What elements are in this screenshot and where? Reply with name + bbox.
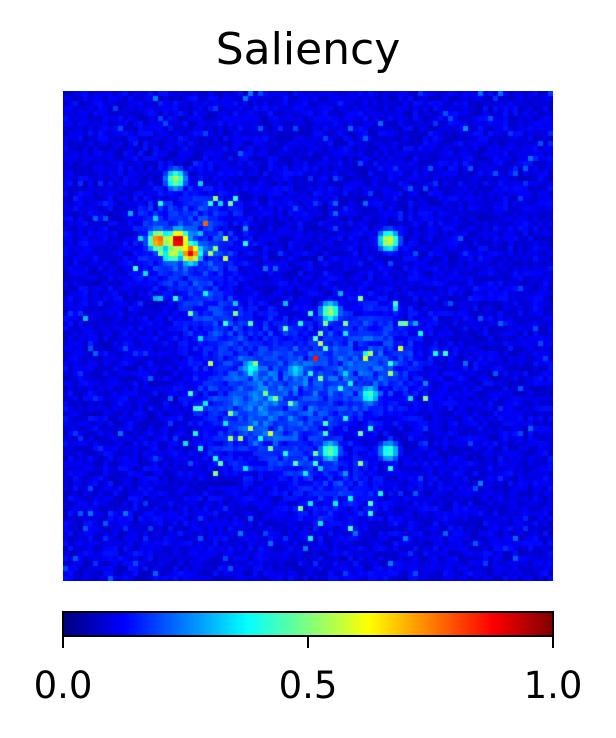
chart-title: Saliency xyxy=(215,24,401,75)
colorbar-ticks: 0.0 0.5 1.0 xyxy=(34,636,583,707)
saliency-heatmap xyxy=(63,91,553,581)
colorbar-gradient xyxy=(62,611,554,637)
colorbar-tick-label: 0.5 xyxy=(279,664,338,707)
colorbar-tick-label: 1.0 xyxy=(524,664,583,707)
colorbar-tick-label: 0.0 xyxy=(34,664,93,707)
